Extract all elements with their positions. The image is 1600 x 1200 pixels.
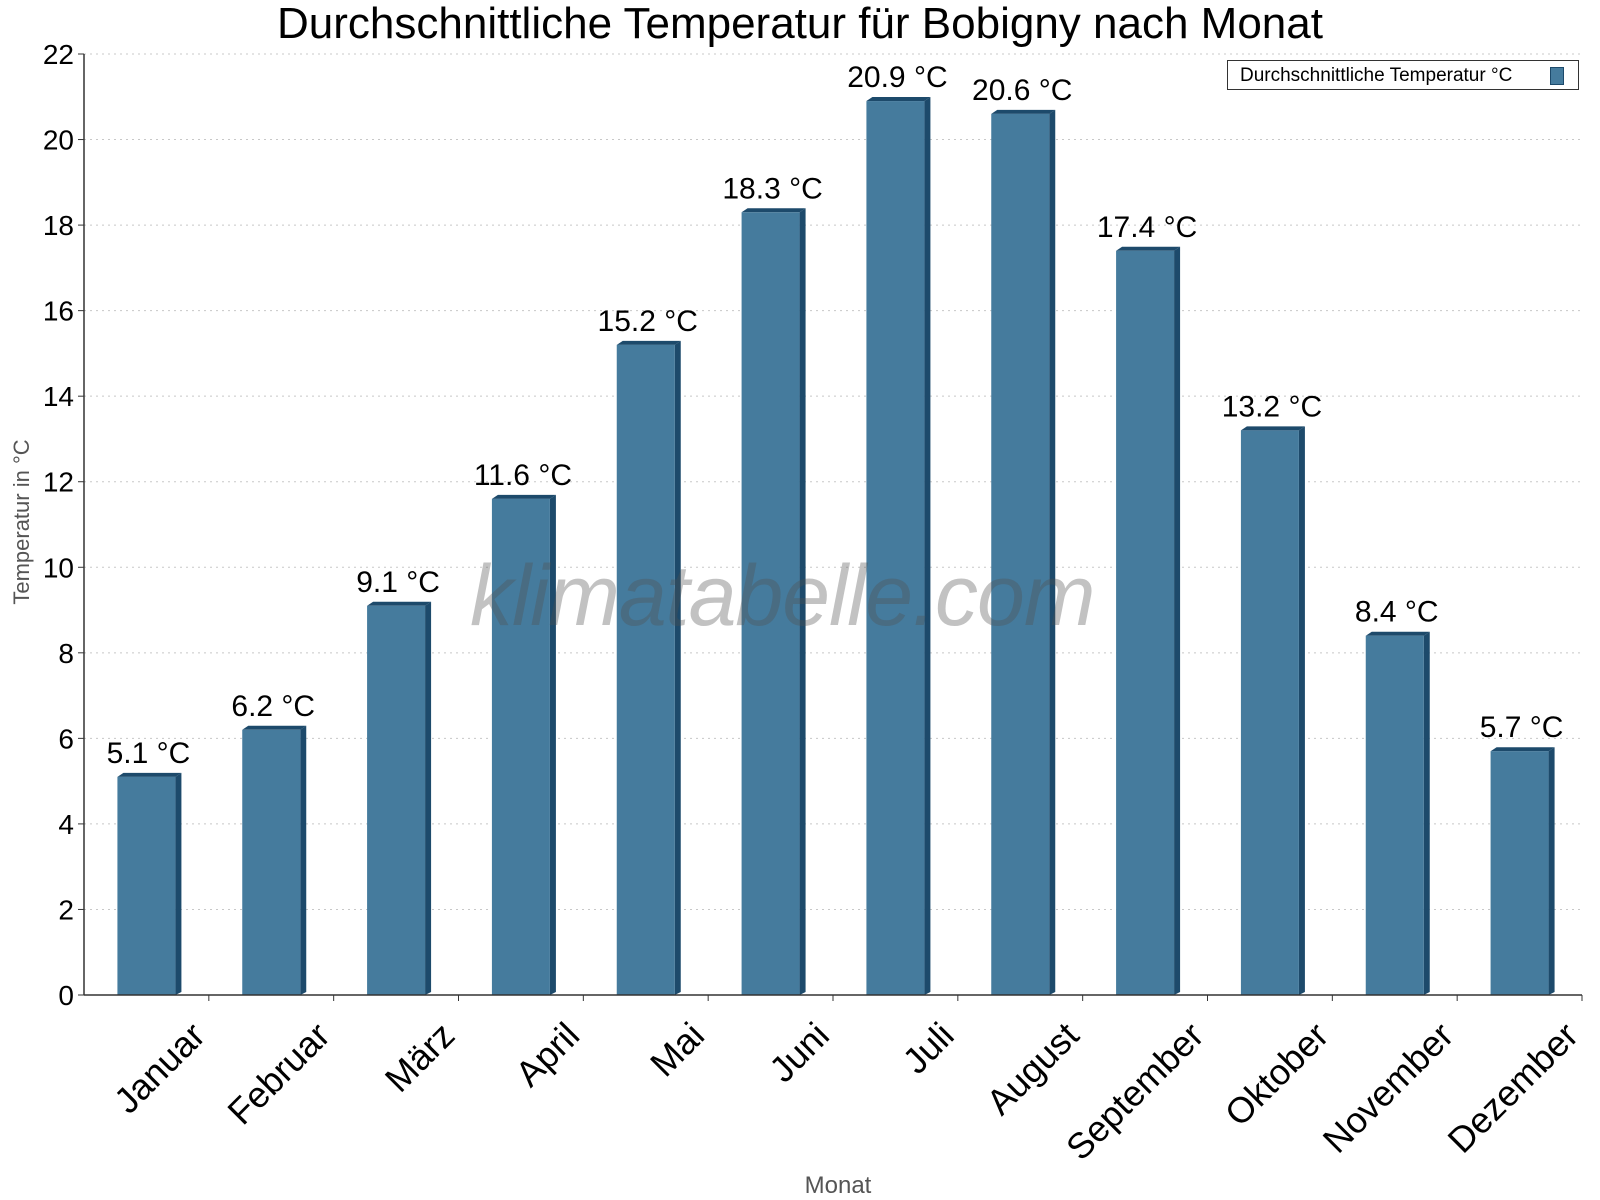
data-labels: 5.1 °C 6.2 °C 9.1 °C 11.6 °C 15.2 °C 18.3 °C 2… (107, 61, 1564, 770)
data-label: 6.2 °C (231, 690, 315, 723)
bar-top (616, 340, 681, 345)
x-tick-label: Juni (761, 1014, 837, 1090)
bar-side (175, 772, 182, 995)
bar-side (1298, 426, 1305, 995)
data-label: 15.2 °C (598, 305, 698, 338)
bar-top (1116, 246, 1181, 251)
bar (1240, 430, 1299, 995)
legend-swatch (1550, 67, 1564, 85)
data-label: 8.4 °C (1355, 596, 1439, 629)
x-tick-label: August (978, 1014, 1086, 1122)
bar-side (1423, 631, 1430, 995)
x-tick-label: September (1058, 1014, 1212, 1168)
bar-side (1174, 246, 1181, 996)
data-label: 5.7 °C (1480, 711, 1564, 744)
bar-side (425, 601, 432, 995)
data-label: 18.3 °C (722, 172, 822, 205)
x-tick-label: Januar (106, 1014, 213, 1121)
y-tick-label: 0 (58, 980, 74, 1011)
x-tick-labels: Januar Februar März April Mai Juni Juli AugustS… (106, 1014, 1586, 1168)
grid-lines (84, 53, 1582, 910)
bar-top (367, 601, 432, 606)
y-tick-label: 8 (58, 638, 74, 669)
bar (1490, 751, 1549, 995)
bar-side (549, 494, 556, 995)
bar-side (1049, 109, 1056, 995)
bar-side (799, 208, 806, 995)
bar (1116, 250, 1175, 996)
bar-top (1240, 426, 1305, 431)
legend: Durchschnittliche Temperatur °C (1227, 60, 1579, 90)
bar-side (1548, 747, 1555, 995)
bar-top (117, 772, 182, 777)
axes (78, 53, 1583, 1001)
x-tick-label: November (1315, 1014, 1461, 1160)
bar (491, 498, 550, 995)
bar-side (300, 725, 307, 995)
bar (741, 212, 800, 995)
bar-top (1490, 747, 1555, 752)
data-label: 5.1 °C (107, 737, 191, 770)
y-tick-label: 20 (43, 125, 74, 156)
bar (242, 729, 301, 995)
bar (117, 776, 176, 995)
y-tick-label: 12 (43, 467, 74, 498)
bar-side (674, 340, 681, 995)
bar-side (924, 97, 931, 996)
bar-top (991, 109, 1056, 114)
legend-label: Durchschnittliche Temperatur °C (1240, 65, 1513, 86)
y-tick-label: 22 (43, 39, 74, 70)
bar (616, 344, 675, 995)
data-label: 20.9 °C (847, 61, 947, 94)
bar-top (741, 208, 806, 213)
y-tick-label: 6 (58, 723, 74, 754)
x-tick-label: Oktober (1217, 1014, 1337, 1134)
bar-top (242, 725, 307, 730)
x-tick-label: Mai (642, 1014, 712, 1084)
chart-title: Durchschnittliche Temperatur für Bobigny… (277, 0, 1323, 48)
data-label: 13.2 °C (1222, 390, 1322, 423)
y-tick-label: 2 (58, 894, 74, 925)
y-tick-label: 18 (43, 210, 74, 241)
data-label: 17.4 °C (1097, 211, 1197, 244)
x-tick-label: Dezember (1439, 1014, 1585, 1160)
x-axis-label: Monat (804, 1172, 872, 1199)
bar-top (491, 494, 556, 499)
bar (991, 113, 1050, 995)
x-tick-label: März (377, 1014, 463, 1100)
data-label: 9.1 °C (356, 566, 440, 599)
y-axis-label: Temperatur in °C (9, 439, 34, 605)
x-tick-label: April (507, 1014, 587, 1094)
bar-top (1365, 631, 1430, 636)
y-tick-label: 16 (43, 296, 74, 327)
y-tick-labels: 0 2 4 6 8 10 12 14 16 18 20 22 (43, 39, 74, 1011)
bar (1365, 635, 1424, 995)
watermark: klimatabelle.com (470, 548, 1095, 644)
y-tick-label: 14 (43, 381, 74, 412)
y-tick-label: 10 (43, 552, 74, 583)
y-tick-label: 4 (58, 809, 74, 840)
x-tick-label: Februar (219, 1014, 337, 1132)
bar (367, 605, 426, 995)
bar (866, 101, 925, 996)
data-label: 11.6 °C (474, 459, 572, 492)
data-label: 20.6 °C (972, 74, 1072, 107)
bar-top (866, 97, 931, 102)
bars (117, 97, 1555, 996)
x-tick-label: Juli (895, 1014, 962, 1081)
